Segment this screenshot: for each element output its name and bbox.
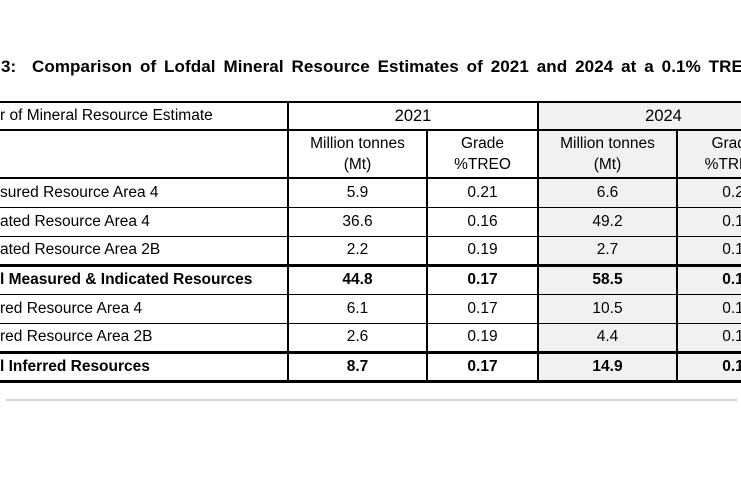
row-label: ated Resource Area 4 <box>0 206 288 236</box>
col-header-2024-grade: Grade %TREO <box>676 130 741 179</box>
grade-header-line1: Grade <box>711 135 741 152</box>
value-2024-mt: 4.4 <box>537 322 677 352</box>
value-2021-grade: 0.17 <box>426 293 538 323</box>
grade-header-line2: %TREO <box>454 156 511 173</box>
value-2021-mt: 36.6 <box>287 206 427 236</box>
value-2024-grade: 0.1 <box>676 293 741 323</box>
value-2024-grade: 0.2 <box>676 177 741 207</box>
tonnes-header-line1: Million tonnes <box>560 135 655 152</box>
value-2024-grade: 0.1 <box>676 206 741 236</box>
table-row-inferred-area2b: red Resource Area 2B 2.6 0.19 4.4 0.1 <box>0 322 741 352</box>
corner-header-cell: r of Mineral Resource Estimate <box>0 101 288 131</box>
tonnes-header-line2: (Mt) <box>593 156 622 173</box>
table-title: 3: Comparison of Lofdal Mineral Resource… <box>1 57 741 76</box>
col-header-2024-tonnes: Million tonnes (Mt) <box>537 130 677 179</box>
value-2024-grade: 0.1 <box>676 235 741 265</box>
table-row-measured-area4: sured Resource Area 4 5.9 0.21 6.6 0.2 <box>0 177 741 207</box>
value-2024-mt: 10.5 <box>537 293 677 323</box>
row-label: ated Resource Area 2B <box>0 235 288 265</box>
value-2024-mt: 58.5 <box>537 263 677 294</box>
grade-header-line2: %TREO <box>704 156 741 173</box>
empty-corner-cell <box>0 130 288 179</box>
tonnes-header-line2: (Mt) <box>343 156 372 173</box>
value-2021-grade: 0.19 <box>426 235 538 265</box>
value-2021-mt: 5.9 <box>287 177 427 207</box>
table-row-indicated-area2b: ated Resource Area 2B 2.2 0.19 2.7 0.1 <box>0 235 741 265</box>
row-label: red Resource Area 4 <box>0 293 288 323</box>
value-2024-mt: 6.6 <box>537 177 677 207</box>
value-2021-grade: 0.17 <box>426 350 538 383</box>
col-header-2021-tonnes: Million tonnes (Mt) <box>287 130 427 179</box>
grade-header-line1: Grade <box>460 135 505 152</box>
row-label: l Inferred Resources <box>0 350 288 383</box>
value-2021-mt: 6.1 <box>287 293 427 323</box>
value-2021-mt: 8.7 <box>287 350 427 383</box>
value-2021-grade: 0.16 <box>426 206 538 236</box>
col-header-2021-grade: Grade %TREO <box>426 130 538 179</box>
value-2024-mt: 49.2 <box>537 206 677 236</box>
value-2024-grade: 0.1 <box>676 350 741 383</box>
value-2024-grade: 0.1 <box>676 322 741 352</box>
tonnes-header-line1: Million tonnes <box>310 135 405 152</box>
value-2024-grade: 0.1 <box>676 263 741 294</box>
row-label: red Resource Area 2B <box>0 322 288 352</box>
value-2021-grade: 0.21 <box>426 177 538 207</box>
value-2021-grade: 0.19 <box>426 322 538 352</box>
value-2021-mt: 2.2 <box>287 235 427 265</box>
row-label: l Measured & Indicated Resources <box>0 263 288 294</box>
row-label: sured Resource Area 4 <box>0 177 288 207</box>
table-row-indicated-area4: ated Resource Area 4 36.6 0.16 49.2 0.1 <box>0 206 741 236</box>
table-row-inferred-area4: red Resource Area 4 6.1 0.17 10.5 0.1 <box>0 293 741 323</box>
resource-comparison-table: r of Mineral Resource Estimate 2021 2024… <box>0 101 741 383</box>
value-2024-mt: 2.7 <box>537 235 677 265</box>
value-2021-grade: 0.17 <box>426 263 538 294</box>
page-separator-line <box>6 399 737 401</box>
subheader-row: Million tonnes (Mt) Grade %TREO Million … <box>0 130 741 179</box>
table-row-total-measured-indicated: l Measured & Indicated Resources 44.8 0.… <box>0 263 741 294</box>
year-header-row: r of Mineral Resource Estimate 2021 2024 <box>0 101 741 131</box>
value-2021-mt: 44.8 <box>287 263 427 294</box>
table-row-total-inferred: l Inferred Resources 8.7 0.17 14.9 0.1 <box>0 350 741 383</box>
year-2024-header: 2024 <box>537 101 741 131</box>
value-2021-mt: 2.6 <box>287 322 427 352</box>
year-2021-header: 2021 <box>287 101 538 131</box>
value-2024-mt: 14.9 <box>537 350 677 383</box>
